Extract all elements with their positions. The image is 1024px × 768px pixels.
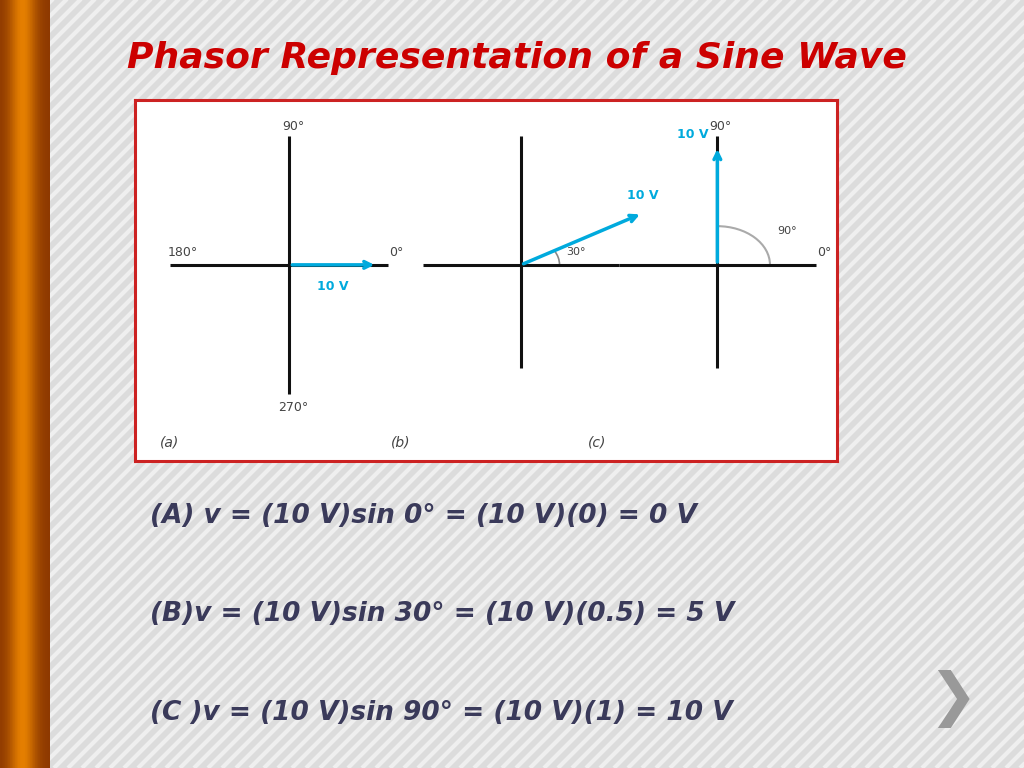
Text: 180°: 180° bbox=[168, 246, 199, 259]
Text: 10 V: 10 V bbox=[627, 189, 658, 202]
Text: (B)v = (10 V)sin 30° = (10 V)(0.5) = 5 V: (B)v = (10 V)sin 30° = (10 V)(0.5) = 5 V bbox=[151, 601, 734, 627]
Text: 10 V: 10 V bbox=[678, 128, 709, 141]
Text: (C )v = (10 V)sin 90° = (10 V)(1) = 10 V: (C )v = (10 V)sin 90° = (10 V)(1) = 10 V bbox=[151, 700, 733, 726]
Text: ❯: ❯ bbox=[928, 670, 977, 728]
Text: 90°: 90° bbox=[777, 227, 797, 237]
Text: (c): (c) bbox=[588, 435, 606, 449]
Text: 90°: 90° bbox=[710, 121, 732, 134]
Text: 30°: 30° bbox=[566, 247, 586, 257]
Text: Phasor Representation of a Sine Wave: Phasor Representation of a Sine Wave bbox=[127, 41, 907, 74]
Text: (a): (a) bbox=[160, 435, 179, 449]
Text: 0°: 0° bbox=[389, 246, 403, 259]
Text: 270°: 270° bbox=[278, 402, 308, 415]
Text: 90°: 90° bbox=[282, 121, 304, 134]
Text: 10 V: 10 V bbox=[317, 280, 349, 293]
Text: (A) v = (10 V)sin 0° = (10 V)(0) = 0 V: (A) v = (10 V)sin 0° = (10 V)(0) = 0 V bbox=[151, 503, 697, 529]
Text: (b): (b) bbox=[391, 435, 411, 449]
Text: 0°: 0° bbox=[817, 246, 831, 259]
